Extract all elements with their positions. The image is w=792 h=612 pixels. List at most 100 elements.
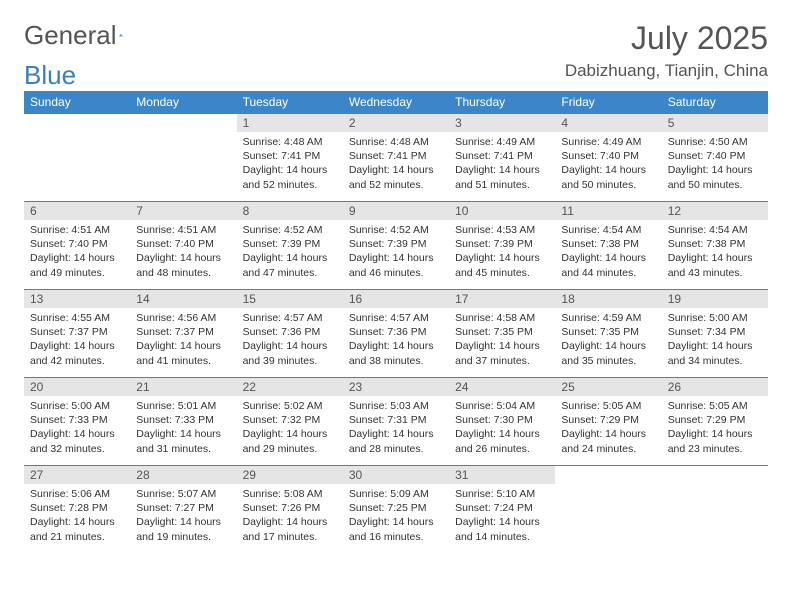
sunrise-line: Sunrise: 5:04 AM bbox=[455, 399, 549, 413]
sunset-line: Sunset: 7:40 PM bbox=[30, 237, 124, 251]
sunrise-line: Sunrise: 4:50 AM bbox=[668, 135, 762, 149]
calendar-day-cell: 21Sunrise: 5:01 AMSunset: 7:33 PMDayligh… bbox=[130, 378, 236, 466]
daylight-line: Daylight: 14 hours and 37 minutes. bbox=[455, 339, 549, 367]
calendar-day-cell: 17Sunrise: 4:58 AMSunset: 7:35 PMDayligh… bbox=[449, 290, 555, 378]
day-number: 19 bbox=[662, 290, 768, 308]
day-number: 14 bbox=[130, 290, 236, 308]
daylight-line: Daylight: 14 hours and 21 minutes. bbox=[30, 515, 124, 543]
day-content: Sunrise: 4:56 AMSunset: 7:37 PMDaylight:… bbox=[130, 308, 236, 372]
sunrise-line: Sunrise: 5:05 AM bbox=[561, 399, 655, 413]
day-number: 15 bbox=[237, 290, 343, 308]
sunrise-line: Sunrise: 4:48 AM bbox=[243, 135, 337, 149]
calendar-day-cell: 19Sunrise: 5:00 AMSunset: 7:34 PMDayligh… bbox=[662, 290, 768, 378]
day-content: Sunrise: 5:00 AMSunset: 7:33 PMDaylight:… bbox=[24, 396, 130, 460]
calendar-day-cell: 23Sunrise: 5:03 AMSunset: 7:31 PMDayligh… bbox=[343, 378, 449, 466]
day-number: 30 bbox=[343, 466, 449, 484]
day-number: 17 bbox=[449, 290, 555, 308]
sunset-line: Sunset: 7:34 PM bbox=[668, 325, 762, 339]
day-number: 18 bbox=[555, 290, 661, 308]
sunset-line: Sunset: 7:29 PM bbox=[561, 413, 655, 427]
sunset-line: Sunset: 7:24 PM bbox=[455, 501, 549, 515]
logo: General bbox=[24, 20, 143, 51]
day-number bbox=[130, 114, 236, 118]
page-title: July 2025 bbox=[631, 20, 768, 57]
day-content: Sunrise: 4:51 AMSunset: 7:40 PMDaylight:… bbox=[130, 220, 236, 284]
sunset-line: Sunset: 7:35 PM bbox=[561, 325, 655, 339]
day-content: Sunrise: 4:52 AMSunset: 7:39 PMDaylight:… bbox=[343, 220, 449, 284]
day-content: Sunrise: 4:48 AMSunset: 7:41 PMDaylight:… bbox=[343, 132, 449, 196]
sunset-line: Sunset: 7:39 PM bbox=[455, 237, 549, 251]
day-content: Sunrise: 5:01 AMSunset: 7:33 PMDaylight:… bbox=[130, 396, 236, 460]
sunrise-line: Sunrise: 4:49 AM bbox=[561, 135, 655, 149]
sunrise-line: Sunrise: 5:03 AM bbox=[349, 399, 443, 413]
calendar-day-cell: 25 Sunrise: 5:05 AMSunset: 7:29 PMDayligh… bbox=[555, 378, 661, 466]
sunrise-line: Sunrise: 4:48 AM bbox=[349, 135, 443, 149]
daylight-line: Daylight: 14 hours and 29 minutes. bbox=[243, 427, 337, 455]
dow-header: Friday bbox=[555, 91, 661, 114]
dow-header: Tuesday bbox=[237, 91, 343, 114]
day-number: 26 bbox=[662, 378, 768, 396]
calendar-day-cell: 30Sunrise: 5:09 AMSunset: 7:25 PMDayligh… bbox=[343, 466, 449, 554]
sunset-line: Sunset: 7:28 PM bbox=[30, 501, 124, 515]
day-number: 5 bbox=[662, 114, 768, 132]
daylight-line: Daylight: 14 hours and 43 minutes. bbox=[668, 251, 762, 279]
daylight-line: Daylight: 14 hours and 26 minutes. bbox=[455, 427, 549, 455]
sunset-line: Sunset: 7:41 PM bbox=[349, 149, 443, 163]
sunset-line: Sunset: 7:31 PM bbox=[349, 413, 443, 427]
sunset-line: Sunset: 7:39 PM bbox=[243, 237, 337, 251]
sunrise-line: Sunrise: 4:49 AM bbox=[455, 135, 549, 149]
day-number: 23 bbox=[343, 378, 449, 396]
day-number: 25 bbox=[555, 378, 661, 396]
sunrise-line: Sunrise: 4:58 AM bbox=[455, 311, 549, 325]
day-number: 22 bbox=[237, 378, 343, 396]
sunrise-line: Sunrise: 5:09 AM bbox=[349, 487, 443, 501]
daylight-line: Daylight: 14 hours and 51 minutes. bbox=[455, 163, 549, 191]
sunset-line: Sunset: 7:27 PM bbox=[136, 501, 230, 515]
day-content: Sunrise: 4:52 AMSunset: 7:39 PMDaylight:… bbox=[237, 220, 343, 284]
sunrise-line: Sunrise: 5:05 AM bbox=[668, 399, 762, 413]
calendar-day-cell: 3Sunrise: 4:49 AMSunset: 7:41 PMDaylight… bbox=[449, 114, 555, 202]
daylight-line: Daylight: 14 hours and 42 minutes. bbox=[30, 339, 124, 367]
day-content: Sunrise: 4:49 AMSunset: 7:40 PMDaylight:… bbox=[555, 132, 661, 196]
dow-header: Saturday bbox=[662, 91, 768, 114]
daylight-line: Daylight: 14 hours and 24 minutes. bbox=[561, 427, 655, 455]
calendar-week-row: 20Sunrise: 5:00 AMSunset: 7:33 PMDayligh… bbox=[24, 378, 768, 466]
sunrise-line: Sunrise: 4:57 AM bbox=[349, 311, 443, 325]
calendar-day-cell: 26Sunrise: 5:05 AMSunset: 7:29 PMDayligh… bbox=[662, 378, 768, 466]
calendar-day-cell: 10Sunrise: 4:53 AMSunset: 7:39 PMDayligh… bbox=[449, 202, 555, 290]
sunrise-line: Sunrise: 4:51 AM bbox=[30, 223, 124, 237]
daylight-line: Daylight: 14 hours and 47 minutes. bbox=[243, 251, 337, 279]
sunset-line: Sunset: 7:41 PM bbox=[455, 149, 549, 163]
sunrise-line: Sunrise: 4:57 AM bbox=[243, 311, 337, 325]
day-content: Sunrise: 4:55 AMSunset: 7:37 PMDaylight:… bbox=[24, 308, 130, 372]
sunset-line: Sunset: 7:37 PM bbox=[136, 325, 230, 339]
day-number: 9 bbox=[343, 202, 449, 220]
sunrise-line: Sunrise: 5:01 AM bbox=[136, 399, 230, 413]
calendar-day-cell: 24Sunrise: 5:04 AMSunset: 7:30 PMDayligh… bbox=[449, 378, 555, 466]
sunset-line: Sunset: 7:30 PM bbox=[455, 413, 549, 427]
calendar-day-cell: 29Sunrise: 5:08 AMSunset: 7:26 PMDayligh… bbox=[237, 466, 343, 554]
day-number: 16 bbox=[343, 290, 449, 308]
daylight-line: Daylight: 14 hours and 39 minutes. bbox=[243, 339, 337, 367]
daylight-line: Daylight: 14 hours and 48 minutes. bbox=[136, 251, 230, 279]
sunrise-line: Sunrise: 4:59 AM bbox=[561, 311, 655, 325]
sunset-line: Sunset: 7:26 PM bbox=[243, 501, 337, 515]
calendar-day-cell: 14Sunrise: 4:56 AMSunset: 7:37 PMDayligh… bbox=[130, 290, 236, 378]
day-content: Sunrise: 4:53 AMSunset: 7:39 PMDaylight:… bbox=[449, 220, 555, 284]
daylight-line: Daylight: 14 hours and 50 minutes. bbox=[668, 163, 762, 191]
day-number: 6 bbox=[24, 202, 130, 220]
day-content: Sunrise: 4:57 AMSunset: 7:36 PMDaylight:… bbox=[237, 308, 343, 372]
day-content: Sunrise: 5:02 AMSunset: 7:32 PMDaylight:… bbox=[237, 396, 343, 460]
calendar-day-cell bbox=[555, 466, 661, 554]
day-content: Sunrise: 5:04 AMSunset: 7:30 PMDaylight:… bbox=[449, 396, 555, 460]
day-number: 7 bbox=[130, 202, 236, 220]
calendar-day-cell: 28Sunrise: 5:07 AMSunset: 7:27 PMDayligh… bbox=[130, 466, 236, 554]
sunrise-line: Sunrise: 4:54 AM bbox=[668, 223, 762, 237]
daylight-line: Daylight: 14 hours and 41 minutes. bbox=[136, 339, 230, 367]
sunrise-line: Sunrise: 4:53 AM bbox=[455, 223, 549, 237]
day-content: Sunrise: 5:05 AMSunset: 7:29 PMDaylight:… bbox=[662, 396, 768, 460]
daylight-line: Daylight: 14 hours and 50 minutes. bbox=[561, 163, 655, 191]
day-content: Sunrise: 5:03 AMSunset: 7:31 PMDaylight:… bbox=[343, 396, 449, 460]
calendar-day-cell bbox=[662, 466, 768, 554]
day-number: 31 bbox=[449, 466, 555, 484]
